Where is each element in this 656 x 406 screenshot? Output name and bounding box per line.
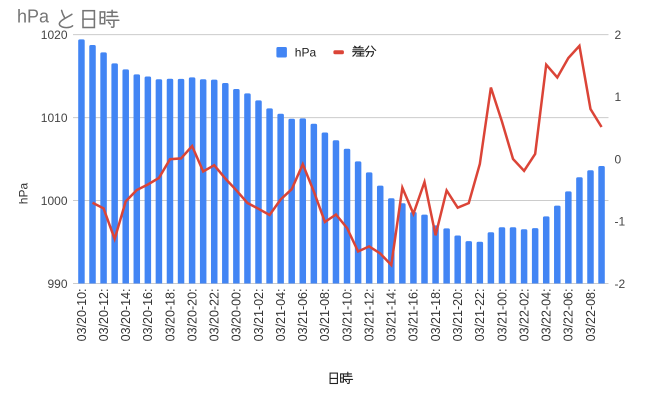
svg-text:03/20-10:: 03/20-10: — [75, 289, 89, 342]
svg-text:03/21-06:: 03/21-06: — [296, 289, 310, 342]
svg-text:03/22-06:: 03/22-06: — [562, 289, 576, 342]
svg-text:03/21-08:: 03/21-08: — [318, 289, 332, 342]
svg-text:hPa: hPa — [295, 46, 317, 60]
svg-text:03/20-22:: 03/20-22: — [208, 289, 222, 342]
svg-text:03/22-08:: 03/22-08: — [584, 289, 598, 342]
svg-text:0: 0 — [615, 152, 622, 166]
svg-text:03/21-00:: 03/21-00: — [495, 289, 509, 342]
svg-text:03/20-14:: 03/20-14: — [119, 289, 133, 342]
svg-text:03/20-18:: 03/20-18: — [163, 289, 177, 342]
svg-text:03/21-22:: 03/21-22: — [473, 289, 487, 342]
svg-text:-2: -2 — [615, 277, 626, 291]
svg-text:1: 1 — [615, 90, 622, 104]
svg-text:03/21-02:: 03/21-02: — [252, 289, 266, 342]
svg-text:03/21-14:: 03/21-14: — [385, 289, 399, 342]
svg-text:-1: -1 — [615, 215, 626, 229]
svg-text:hPa: hPa — [17, 7, 50, 27]
svg-text:03/20-16:: 03/20-16: — [141, 289, 155, 342]
svg-text:03/20-20:: 03/20-20: — [185, 289, 199, 342]
svg-text:03/22-04:: 03/22-04: — [540, 289, 554, 342]
svg-text:1000: 1000 — [41, 194, 68, 208]
svg-text:03/21-12:: 03/21-12: — [362, 289, 376, 342]
svg-text:1020: 1020 — [41, 28, 68, 42]
svg-text:1010: 1010 — [41, 111, 68, 125]
svg-text:03/22-02:: 03/22-02: — [517, 289, 531, 342]
svg-text:hPa: hPa — [17, 183, 31, 205]
svg-text:03/20-12:: 03/20-12: — [97, 289, 111, 342]
svg-text:03/21-04:: 03/21-04: — [274, 289, 288, 342]
svg-text:03/21-16:: 03/21-16: — [407, 289, 421, 342]
svg-text:03/21-10:: 03/21-10: — [340, 289, 354, 342]
svg-text:03/21-18:: 03/21-18: — [429, 289, 443, 342]
svg-text:2: 2 — [615, 28, 622, 42]
svg-text:03/20-00:: 03/20-00: — [230, 289, 244, 342]
svg-text:990: 990 — [47, 277, 67, 291]
svg-text:03/21-20:: 03/21-20: — [451, 289, 465, 342]
